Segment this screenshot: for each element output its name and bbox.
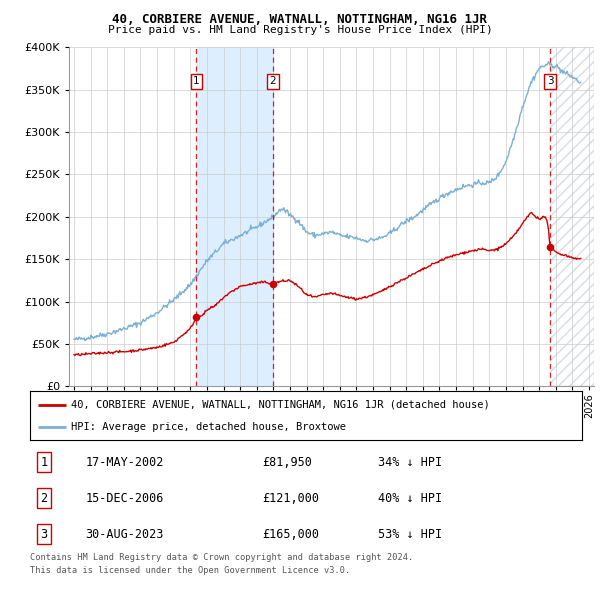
Text: £165,000: £165,000 [262, 527, 319, 540]
Text: 15-DEC-2006: 15-DEC-2006 [85, 491, 164, 504]
Text: This data is licensed under the Open Government Licence v3.0.: This data is licensed under the Open Gov… [30, 566, 350, 575]
Text: Contains HM Land Registry data © Crown copyright and database right 2024.: Contains HM Land Registry data © Crown c… [30, 553, 413, 562]
Text: 2: 2 [40, 491, 47, 504]
Bar [196, 47, 272, 386]
Bar [550, 47, 594, 386]
Text: 1: 1 [40, 455, 47, 468]
Text: 30-AUG-2023: 30-AUG-2023 [85, 527, 164, 540]
Text: 34% ↓ HPI: 34% ↓ HPI [378, 455, 442, 468]
Text: £81,950: £81,950 [262, 455, 312, 468]
Bar [550, 47, 594, 386]
Text: £121,000: £121,000 [262, 491, 319, 504]
Text: 53% ↓ HPI: 53% ↓ HPI [378, 527, 442, 540]
Text: 17-MAY-2002: 17-MAY-2002 [85, 455, 164, 468]
Text: 1: 1 [193, 76, 200, 86]
Text: 3: 3 [40, 527, 47, 540]
Text: 40, CORBIERE AVENUE, WATNALL, NOTTINGHAM, NG16 1JR (detached house): 40, CORBIERE AVENUE, WATNALL, NOTTINGHAM… [71, 399, 490, 409]
Text: HPI: Average price, detached house, Broxtowe: HPI: Average price, detached house, Brox… [71, 422, 346, 432]
Text: 2: 2 [269, 76, 276, 86]
Text: 40% ↓ HPI: 40% ↓ HPI [378, 491, 442, 504]
Text: 3: 3 [547, 76, 553, 86]
Text: 40, CORBIERE AVENUE, WATNALL, NOTTINGHAM, NG16 1JR: 40, CORBIERE AVENUE, WATNALL, NOTTINGHAM… [113, 13, 487, 26]
Text: Price paid vs. HM Land Registry's House Price Index (HPI): Price paid vs. HM Land Registry's House … [107, 25, 493, 35]
